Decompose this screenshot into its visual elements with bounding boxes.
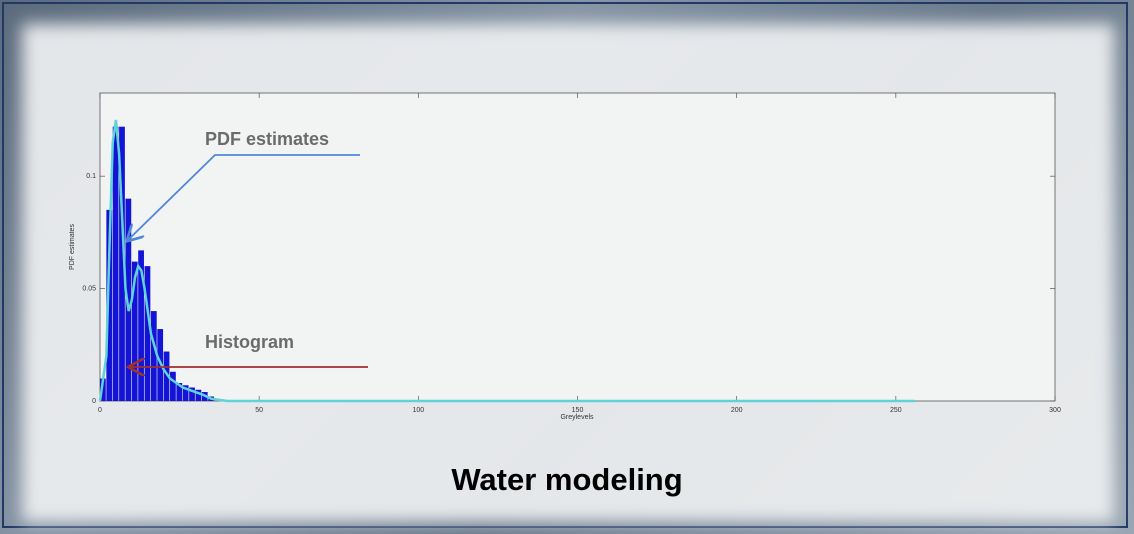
y-axis-title: PDF estimates: [69, 224, 76, 270]
caption: Water modeling: [451, 462, 682, 497]
x-tick-label: 150: [572, 407, 584, 414]
chart: Greylevels PDF estimates 0 50 100 150 200 250…: [0, 0, 1134, 534]
x-tick-label: 200: [731, 407, 743, 414]
annotation: Histogram: [205, 332, 294, 352]
histogram-bar: [170, 372, 176, 401]
x-axis-title: Greylevels: [560, 414, 594, 421]
y-tick-label: 0.05: [82, 285, 96, 292]
y-tick-label: 0: [92, 398, 96, 405]
histogram-bar: [113, 127, 119, 401]
slide: Greylevels PDF estimates 0 50 100 150 200 250…: [0, 0, 1134, 534]
x-tick-label: 250: [890, 407, 902, 414]
x-tick-label: 50: [255, 407, 263, 414]
annotation: PDF estimates: [205, 129, 329, 149]
y-tick-label: 0.1: [86, 173, 96, 180]
x-tick-label: 300: [1049, 407, 1061, 414]
histogram-bar: [151, 311, 157, 401]
x-tick-label: 100: [412, 407, 424, 414]
x-tick-label: 0: [98, 407, 102, 414]
